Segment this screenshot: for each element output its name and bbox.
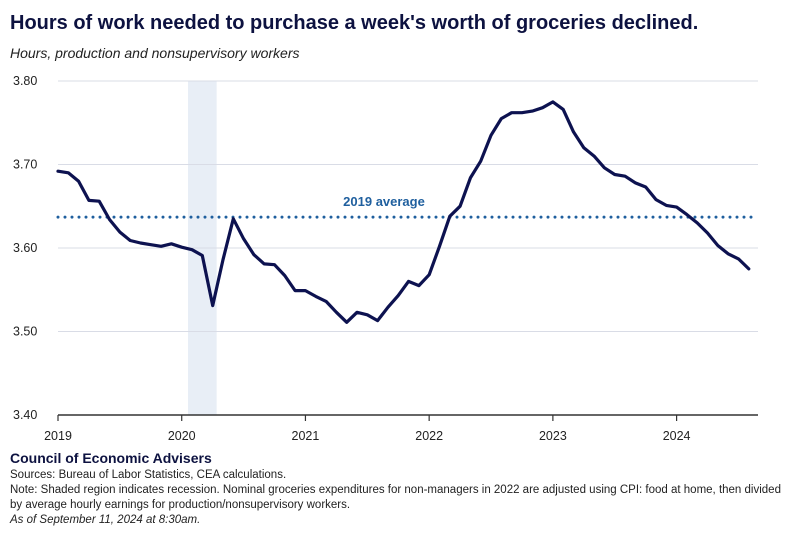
data-point xyxy=(201,254,204,257)
data-point xyxy=(696,222,698,224)
chart-title: Hours of work needed to purchase a week'… xyxy=(10,12,699,34)
series-line xyxy=(56,100,751,324)
data-point xyxy=(593,155,595,157)
data-point xyxy=(531,110,534,112)
y-tick-label: 3.70 xyxy=(13,158,37,172)
data-point xyxy=(67,172,70,174)
data-point xyxy=(315,295,317,298)
data-point xyxy=(562,108,564,111)
data-point xyxy=(284,274,286,277)
data-point xyxy=(438,245,441,248)
data-point xyxy=(655,198,657,201)
data-point xyxy=(644,186,647,188)
organization-name: Council of Economic Advisers xyxy=(10,450,212,466)
data-point xyxy=(180,246,183,248)
data-point xyxy=(748,268,750,270)
data-point xyxy=(613,173,616,176)
data-point xyxy=(706,232,709,234)
data-point xyxy=(572,131,575,133)
data-point xyxy=(160,245,162,248)
data-point xyxy=(583,147,585,149)
data-point xyxy=(139,242,142,244)
data-point xyxy=(459,205,461,207)
data-point xyxy=(77,180,80,182)
x-tick-label: 2023 xyxy=(539,429,567,443)
data-point xyxy=(345,321,348,324)
data-point xyxy=(263,263,266,265)
data-point xyxy=(170,243,173,245)
data-point xyxy=(356,311,358,314)
data-point xyxy=(191,248,193,251)
y-tick-label: 3.80 xyxy=(13,74,37,88)
data-point xyxy=(108,218,111,221)
sources-text: Sources: Bureau of Labor Statistics, CEA… xyxy=(10,469,287,481)
data-point xyxy=(490,134,492,137)
data-point xyxy=(335,311,338,314)
data-point xyxy=(541,106,544,109)
x-tick-label: 2019 xyxy=(44,429,72,443)
x-tick-label: 2022 xyxy=(415,429,443,443)
x-tick-label: 2020 xyxy=(168,429,196,443)
data-point xyxy=(634,182,637,184)
data-point xyxy=(242,238,245,240)
data-point xyxy=(253,253,255,256)
data-point xyxy=(397,294,400,297)
data-point xyxy=(449,215,451,218)
data-point xyxy=(510,111,513,114)
data-point xyxy=(366,314,369,316)
data-point xyxy=(552,101,554,103)
data-point xyxy=(675,206,678,208)
data-point xyxy=(304,289,307,292)
y-tick-label: 3.40 xyxy=(13,408,37,422)
chart-subtitle: Hours, production and nonsupervisory wor… xyxy=(10,45,300,61)
data-point xyxy=(686,213,688,216)
x-tick-label: 2024 xyxy=(663,429,691,443)
data-point xyxy=(665,204,668,207)
data-point xyxy=(232,218,235,220)
y-tick-label: 3.60 xyxy=(13,241,37,255)
average-label: 2019 average xyxy=(343,194,425,209)
data-point xyxy=(418,284,420,287)
data-point xyxy=(376,319,379,322)
y-tick-label: 3.50 xyxy=(13,325,37,339)
as-of-text: As of September 11, 2024 at 8:30am. xyxy=(10,514,201,526)
data-point xyxy=(624,175,626,177)
data-point xyxy=(469,177,472,179)
data-point xyxy=(294,289,296,292)
data-point xyxy=(273,263,276,266)
data-point xyxy=(407,280,410,283)
data-point xyxy=(479,160,482,162)
data-point xyxy=(387,306,389,309)
data-point xyxy=(57,170,59,172)
data-point xyxy=(727,253,729,255)
data-point xyxy=(119,231,121,233)
chart-footer: Council of Economic Advisers Sources: Bu… xyxy=(10,450,795,528)
data-point xyxy=(717,244,719,247)
data-point xyxy=(325,300,327,303)
x-tick-label: 2021 xyxy=(292,429,320,443)
data-point xyxy=(211,304,214,307)
data-point xyxy=(150,243,152,246)
data-point xyxy=(88,199,90,202)
data-point xyxy=(428,273,431,276)
note-text: Note: Shaded region indicates recession.… xyxy=(10,484,781,511)
data-point xyxy=(222,258,224,261)
data-point xyxy=(521,111,523,114)
data-point xyxy=(98,200,100,202)
data-point xyxy=(603,167,606,169)
data-point xyxy=(737,258,740,260)
data-point xyxy=(129,239,131,242)
data-point xyxy=(500,117,503,120)
